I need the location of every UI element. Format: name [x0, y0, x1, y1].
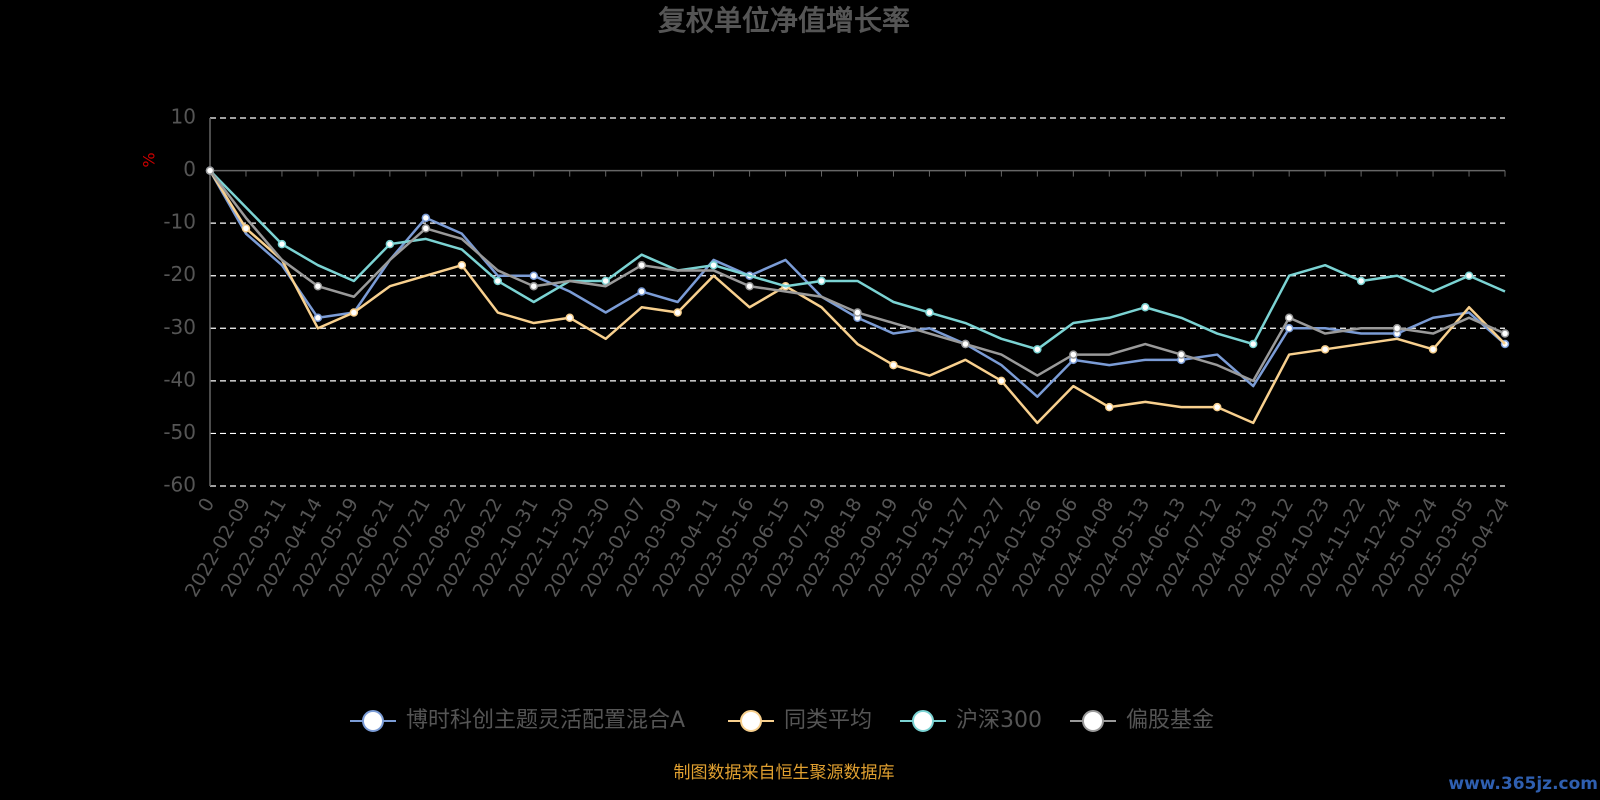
series-marker: [1284, 313, 1294, 323]
series-marker: [637, 287, 646, 296]
series-marker: [457, 260, 467, 270]
series-marker: [385, 239, 395, 249]
series-marker: [277, 239, 287, 249]
series-marker: [205, 166, 215, 175]
series-marker: [925, 308, 934, 317]
series-marker: [1033, 345, 1042, 354]
series-marker: [997, 376, 1006, 386]
series-marker: [601, 276, 610, 286]
series-marker: [1212, 402, 1222, 412]
series-marker: [1392, 324, 1402, 333]
series-marker: [1141, 303, 1150, 312]
series-marker: [1356, 276, 1366, 286]
series-marker: [1464, 271, 1474, 280]
series-marker: [565, 313, 574, 323]
series-line: [208, 169, 1506, 425]
series-marker: [421, 213, 431, 223]
y-tick-label: -40: [163, 367, 196, 391]
legend-label: 博时科创主题灵活配置混合A: [406, 708, 685, 733]
series-marker: [529, 281, 538, 291]
chart-title: 复权单位净值增长率: [658, 4, 910, 37]
series-marker: [529, 271, 538, 280]
series-marker: [1284, 324, 1294, 333]
series-marker: [313, 281, 323, 291]
y-tick-label: -20: [163, 262, 196, 286]
series-marker: [1069, 350, 1078, 359]
series-marker: [1428, 345, 1438, 354]
series-marker: [709, 260, 718, 270]
series-line: [209, 169, 1506, 351]
y-tick-label: -60: [163, 473, 196, 497]
series-marker: [1105, 402, 1114, 412]
y-axis-label: %: [140, 152, 159, 167]
legend-label: 同类平均: [784, 708, 872, 733]
series-marker: [817, 276, 826, 286]
y-tick-label: -50: [163, 420, 196, 444]
legend-marker: [912, 710, 934, 732]
series-marker: [637, 260, 646, 270]
series-marker: [673, 308, 682, 317]
series-marker: [349, 308, 359, 317]
series-marker: [961, 339, 970, 349]
series-marker: [313, 313, 323, 323]
series-marker: [421, 224, 431, 233]
series-marker: [493, 276, 503, 286]
legend-label: 沪深300: [956, 708, 1042, 733]
legend-marker: [362, 710, 384, 732]
y-tick-label: 10: [171, 105, 196, 129]
legend-label: 偏股基金: [1126, 708, 1214, 733]
series-marker: [745, 281, 754, 291]
series-marker: [1177, 350, 1186, 359]
legend-marker: [1082, 710, 1104, 732]
watermark: www.365jz.com: [1448, 774, 1598, 794]
y-tick-label: 0: [183, 157, 196, 181]
x-tick-label: 0: [194, 494, 219, 515]
legend-marker: [740, 710, 762, 732]
series-marker: [1320, 345, 1330, 354]
series-marker: [853, 308, 862, 317]
series-marker: [889, 360, 898, 370]
series-marker: [241, 224, 251, 233]
y-tick-label: -10: [163, 210, 196, 234]
y-tick-label: -30: [163, 315, 196, 339]
series-marker: [1248, 339, 1258, 349]
source-note: 制图数据来自恒生聚源数据库: [674, 763, 895, 783]
series-line: [208, 169, 1506, 398]
series-marker: [1500, 329, 1510, 338]
